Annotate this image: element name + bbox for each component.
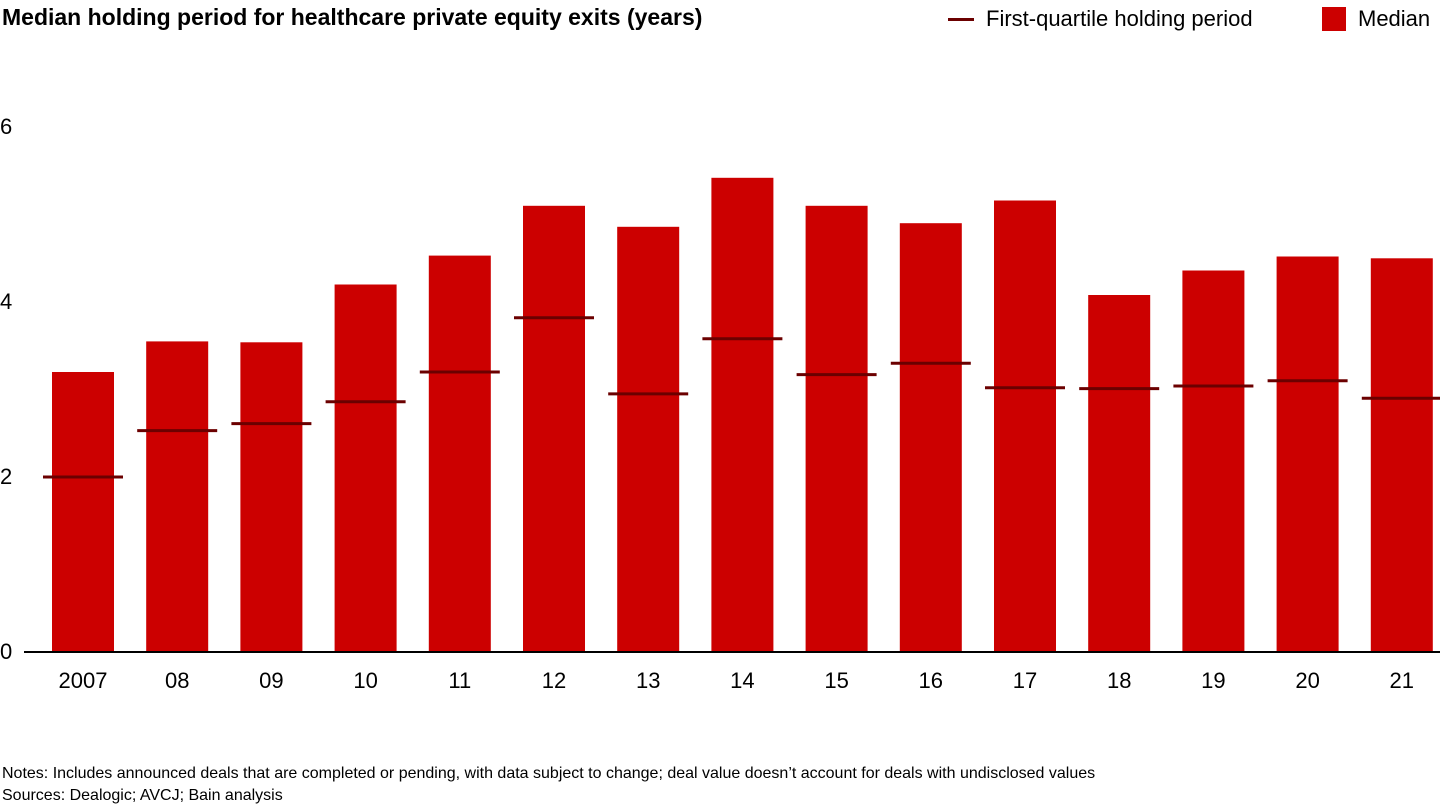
legend-swatch-median — [1322, 7, 1346, 31]
bar-median-11 — [428, 255, 491, 652]
x-tick-label-10: 10 — [353, 668, 377, 693]
bar-median-14 — [711, 177, 774, 653]
legend-item-median: Median — [1322, 6, 1430, 32]
x-tick-label-09: 09 — [259, 668, 283, 693]
legend-item-first-quartile: First-quartile holding period — [948, 6, 1253, 32]
x-tick-label-19: 19 — [1201, 668, 1225, 693]
x-tick-label-11: 11 — [448, 668, 471, 693]
legend-label-median: Median — [1358, 6, 1431, 31]
y-tick-label-0: 0 — [0, 639, 12, 664]
x-tick-label-17: 17 — [1013, 668, 1037, 693]
chart-title: Median holding period for healthcare pri… — [2, 4, 703, 30]
bar-median-19 — [1182, 270, 1245, 652]
x-tick-label-18: 18 — [1107, 668, 1131, 693]
bar-median-10 — [334, 284, 397, 652]
bar-median-09 — [240, 342, 303, 653]
x-tick-label-21: 21 — [1390, 668, 1414, 693]
x-tick-label-13: 13 — [636, 668, 660, 693]
x-tick-label-08: 08 — [165, 668, 189, 693]
bar-median-2007 — [52, 372, 114, 652]
legend-label-first-quartile: First-quartile holding period — [986, 6, 1253, 31]
bar-median-15 — [805, 205, 868, 653]
bar-median-08 — [146, 341, 209, 652]
bar-median-20 — [1276, 256, 1339, 652]
x-tick-label-2007: 2007 — [59, 668, 108, 693]
x-tick-label-12: 12 — [542, 668, 566, 693]
y-tick-label-4: 4 — [0, 289, 12, 314]
bar-median-18 — [1088, 295, 1151, 652]
x-tick-label-20: 20 — [1295, 668, 1319, 693]
x-tick-label-15: 15 — [824, 668, 848, 693]
bar-median-12 — [523, 205, 585, 653]
chart-sources: Sources: Dealogic; AVCJ; Bain analysis — [2, 787, 283, 804]
y-tick-label-6: 6 — [0, 114, 12, 139]
bar-median-17 — [994, 200, 1056, 652]
bar-median-21 — [1370, 258, 1433, 653]
chart-notes: Notes: Includes announced deals that are… — [2, 765, 1096, 782]
legend-swatch-first-quartile — [948, 17, 974, 21]
x-tick-label-14: 14 — [730, 668, 754, 693]
x-tick-label-16: 16 — [919, 668, 943, 693]
bar-median-16 — [899, 223, 962, 652]
y-tick-label-2: 2 — [0, 464, 12, 489]
bar-median-13 — [617, 226, 680, 653]
